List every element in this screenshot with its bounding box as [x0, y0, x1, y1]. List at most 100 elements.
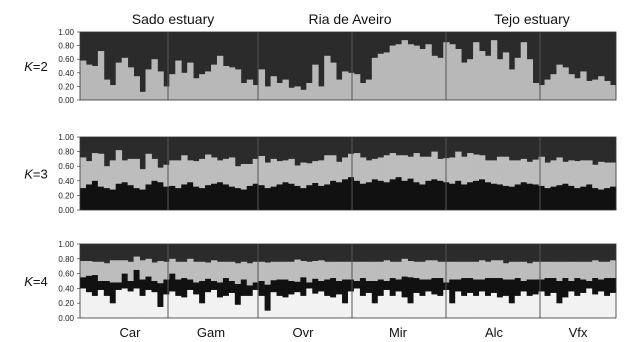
bar-segment	[514, 160, 522, 185]
bar-segment	[586, 261, 593, 281]
bar-segment	[461, 295, 468, 318]
bar-segment	[520, 158, 528, 183]
bar-segment	[145, 289, 152, 318]
bar-segment	[187, 182, 194, 210]
bar-segment	[359, 261, 367, 279]
bar-segment	[157, 71, 164, 100]
bar-segment	[586, 281, 593, 289]
bar-segment	[532, 83, 539, 100]
bar-segment	[562, 161, 569, 184]
bar-segment	[508, 261, 516, 280]
bar-segment	[222, 66, 230, 100]
bar-segment	[175, 60, 182, 100]
bar-segment	[407, 178, 414, 210]
bar-segment	[598, 161, 605, 190]
population-label: Car	[120, 325, 142, 340]
bar-segment	[336, 182, 343, 210]
bar-segment	[211, 260, 218, 281]
bar-segment	[216, 282, 224, 298]
bar-segment	[288, 281, 295, 295]
bar-segment	[365, 281, 373, 293]
bar-segment	[312, 261, 319, 279]
bar-segment	[514, 184, 522, 210]
bar-segment	[193, 78, 200, 100]
bar-segment	[431, 294, 438, 318]
bar-segment	[246, 263, 254, 286]
bar-segment	[163, 279, 170, 295]
bar-segment	[222, 184, 230, 210]
bar-segment	[401, 297, 408, 318]
bar-segment	[181, 261, 188, 279]
bar-segment	[145, 276, 152, 290]
bar-segment	[425, 156, 432, 181]
bar-segment	[359, 83, 367, 100]
bar-segment	[151, 59, 158, 100]
bar-segment	[258, 281, 266, 296]
bar-segment	[181, 72, 188, 100]
bar-segment	[330, 62, 337, 100]
bar-segment	[359, 278, 367, 296]
bar-segment	[80, 188, 87, 210]
bar-segment	[359, 157, 367, 184]
bar-segment	[264, 188, 271, 210]
bar-segment	[324, 261, 331, 280]
bar-segment	[91, 66, 99, 100]
bar-segment	[318, 86, 325, 100]
bar-segment	[538, 85, 545, 100]
bar-segment	[568, 185, 575, 210]
bar-segment	[193, 282, 200, 295]
bar-segment	[550, 278, 557, 293]
bar-segment	[181, 155, 188, 185]
bar-segment	[228, 67, 236, 100]
bar-segment	[431, 260, 438, 279]
population-label: Mir	[389, 325, 408, 340]
bar-segment	[282, 279, 289, 298]
bar-segment	[228, 261, 236, 281]
bar-segment	[312, 161, 319, 183]
bar-segment	[294, 86, 301, 100]
bar-segment	[556, 185, 563, 210]
bar-segment	[205, 71, 212, 100]
y-tick-label: 0.20	[58, 299, 74, 308]
bar-segment	[199, 74, 206, 100]
region-label: Ria de Aveiro	[308, 11, 391, 27]
bar-segment	[91, 180, 99, 210]
bar-segment	[473, 154, 480, 181]
bar-segment	[461, 184, 468, 210]
bar-segment	[449, 261, 456, 280]
bar-segment	[449, 157, 456, 184]
bar-segment	[395, 44, 402, 100]
bar-segment	[490, 292, 498, 318]
bar-segment	[514, 295, 522, 318]
bar-segment	[199, 188, 206, 210]
bar-segment	[193, 186, 200, 210]
bar-segment	[163, 261, 170, 280]
bar-segment	[449, 279, 456, 304]
bar-segment	[252, 261, 260, 283]
bar-segment	[610, 186, 617, 210]
bar-segment	[348, 279, 355, 292]
bar-segment	[324, 184, 331, 210]
bar-segment	[91, 261, 99, 276]
bar-segment	[353, 281, 361, 289]
bar-segment	[80, 261, 87, 278]
bar-segment	[365, 261, 373, 281]
bar-segment	[598, 189, 605, 210]
bar-segment	[240, 164, 248, 190]
bar-segment	[425, 291, 432, 318]
bar-segment	[348, 261, 355, 280]
bar-segment	[264, 162, 271, 189]
bar-segment	[484, 295, 492, 318]
bar-segment	[216, 261, 224, 283]
bar-segment	[353, 153, 361, 181]
bar-segment	[133, 256, 140, 270]
bar-segment	[157, 182, 164, 210]
y-tick-label: 0.60	[58, 55, 74, 64]
bar-segment	[496, 278, 504, 298]
bar-segment	[383, 289, 391, 318]
bar-segment	[544, 79, 551, 100]
bar-segment	[240, 83, 248, 100]
bar-segment	[574, 261, 581, 279]
bar-segment	[115, 150, 123, 184]
bar-segment	[502, 279, 510, 296]
